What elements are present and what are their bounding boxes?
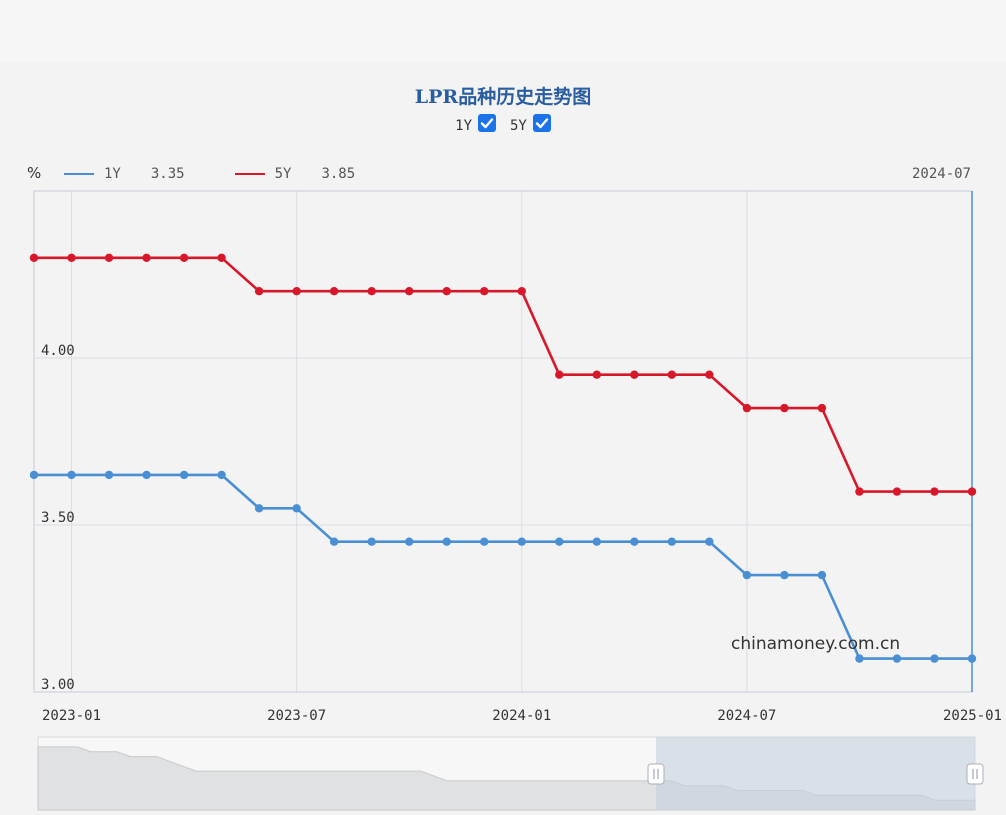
point-5y-2025-01[interactable] <box>967 487 977 496</box>
point-1y-2024-09[interactable] <box>817 570 827 580</box>
zoom-handle-left[interactable] <box>647 763 665 785</box>
legend-value-1y: 3.35 <box>150 166 185 182</box>
point-5y-2023-02[interactable] <box>104 253 114 262</box>
point-1y-2023-12[interactable] <box>480 537 489 546</box>
x-tick-label-4: 2025-01 <box>943 708 1002 724</box>
point-1y-2022-12[interactable] <box>29 470 39 480</box>
point-5y-2023-01[interactable] <box>67 253 76 262</box>
check-icon <box>535 118 549 129</box>
zoom-handle-right[interactable] <box>966 763 984 785</box>
point-5y-2024-09[interactable] <box>817 403 827 413</box>
point-5y-2024-01[interactable] <box>517 287 526 296</box>
point-5y-2024-10[interactable] <box>855 487 864 496</box>
toggle-1y-label: 1Y <box>455 118 472 134</box>
top-banner <box>0 0 1006 62</box>
x-axis-ticks: 2023-01 2023-07 2024-01 2024-07 2025-01 <box>42 708 1002 724</box>
point-1y-2023-02[interactable] <box>104 470 114 480</box>
point-1y-2023-06[interactable] <box>254 504 264 513</box>
check-icon <box>480 118 494 129</box>
point-5y-2024-06[interactable] <box>705 370 714 379</box>
point-5y-2024-05[interactable] <box>667 370 677 379</box>
point-1y-2023-10[interactable] <box>405 537 414 546</box>
point-5y-2023-06[interactable] <box>254 287 264 296</box>
x-tick-label-3: 2024-07 <box>717 708 776 724</box>
point-1y-2024-05[interactable] <box>667 537 677 546</box>
legend-entry-1y[interactable]: 1Y 3.35 <box>64 166 185 182</box>
point-1y-2023-08[interactable] <box>329 537 339 546</box>
watermark: chinamoney.com.cn <box>731 634 900 654</box>
legend: 1Y 3.35 5Y 3.85 <box>64 166 355 182</box>
point-1y-2024-10[interactable] <box>855 654 864 663</box>
point-1y-2024-03[interactable] <box>592 537 601 546</box>
point-5y-2023-05[interactable] <box>217 253 226 262</box>
point-1y-2023-09[interactable] <box>367 537 376 546</box>
toggle-5y[interactable]: 5Y <box>510 114 551 134</box>
point-1y-2023-07[interactable] <box>292 504 301 513</box>
point-1y-2024-12[interactable] <box>930 654 939 663</box>
point-5y-2024-03[interactable] <box>592 370 601 379</box>
grid <box>34 191 973 693</box>
point-1y-2024-08[interactable] <box>780 570 789 580</box>
point-1y-2024-02[interactable] <box>555 537 564 546</box>
y-tick-label-1: 3.50 <box>41 510 75 526</box>
point-5y-2024-12[interactable] <box>930 487 939 496</box>
point-5y-2022-12[interactable] <box>29 253 39 262</box>
point-1y-2023-03[interactable] <box>142 470 151 480</box>
series-line-5y <box>34 256 972 493</box>
point-1y-2024-06[interactable] <box>705 537 714 546</box>
point-5y-2024-07[interactable] <box>742 403 752 413</box>
y-axis-ticks: 3.00 3.50 4.00 <box>41 343 75 693</box>
toggle-5y-label: 5Y <box>510 118 527 134</box>
plot-frame <box>33 190 973 693</box>
point-5y-2023-08[interactable] <box>329 287 339 296</box>
point-5y-2023-10[interactable] <box>405 287 414 296</box>
point-1y-2023-01[interactable] <box>67 470 76 480</box>
series-line-1y <box>34 473 972 660</box>
point-5y-2024-11[interactable] <box>892 487 902 496</box>
point-1y-2024-07[interactable] <box>742 570 752 580</box>
point-5y-2024-04[interactable] <box>630 370 639 379</box>
legend-name-1y: 1Y <box>104 166 121 182</box>
x-tick-label-2: 2024-01 <box>492 708 551 724</box>
series-toggles: 1Y 5Y <box>0 114 1006 134</box>
cursor-date: 2024-07 <box>911 166 971 182</box>
chart-title: LPR品种历史走势图 <box>414 86 592 108</box>
point-1y-2025-01[interactable] <box>967 654 977 663</box>
x-tick-label-0: 2023-01 <box>42 708 101 724</box>
point-1y-2023-05[interactable] <box>217 470 226 480</box>
legend-entry-5y[interactable]: 5Y 3.85 <box>234 166 356 182</box>
point-1y-2024-11[interactable] <box>892 654 902 663</box>
legend-swatch-1y <box>64 173 94 175</box>
point-5y-2024-02[interactable] <box>555 370 564 379</box>
point-1y-2024-01[interactable] <box>517 537 526 546</box>
checkbox-1y[interactable] <box>478 114 496 132</box>
y-axis-unit: % <box>27 164 42 182</box>
legend-swatch-5y <box>234 173 265 175</box>
legend-value-5y: 3.85 <box>321 166 356 182</box>
point-1y-2023-11[interactable] <box>442 537 451 546</box>
point-5y-2023-11[interactable] <box>442 287 451 296</box>
point-5y-2024-08[interactable] <box>780 403 789 413</box>
y-tick-label-0: 3.00 <box>41 677 75 693</box>
zoom-selection[interactable] <box>656 737 975 810</box>
x-tick-label-1: 2023-07 <box>267 708 326 724</box>
point-5y-2023-12[interactable] <box>480 287 489 296</box>
y-tick-label-2: 4.00 <box>41 343 75 359</box>
point-1y-2024-04[interactable] <box>630 537 639 546</box>
series <box>29 253 977 663</box>
legend-name-5y: 5Y <box>274 166 292 182</box>
checkbox-5y[interactable] <box>532 114 551 132</box>
point-5y-2023-07[interactable] <box>292 287 301 296</box>
point-5y-2023-03[interactable] <box>142 253 151 262</box>
point-5y-2023-09[interactable] <box>367 287 376 296</box>
data-zoom-slider[interactable] <box>37 736 984 811</box>
point-5y-2023-04[interactable] <box>179 253 189 262</box>
toggle-1y[interactable]: 1Y <box>455 114 496 134</box>
point-1y-2023-04[interactable] <box>179 470 189 480</box>
